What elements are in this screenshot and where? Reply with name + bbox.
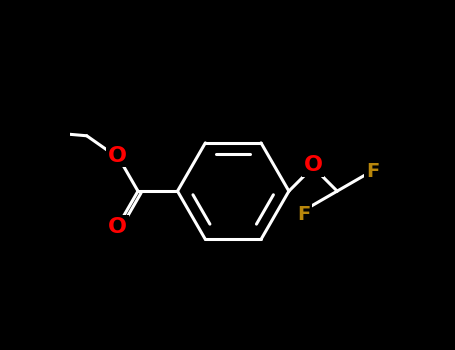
Text: F: F xyxy=(366,162,379,181)
Text: F: F xyxy=(298,205,311,224)
Text: O: O xyxy=(108,217,127,237)
Text: O: O xyxy=(303,155,323,175)
Text: O: O xyxy=(108,146,127,166)
